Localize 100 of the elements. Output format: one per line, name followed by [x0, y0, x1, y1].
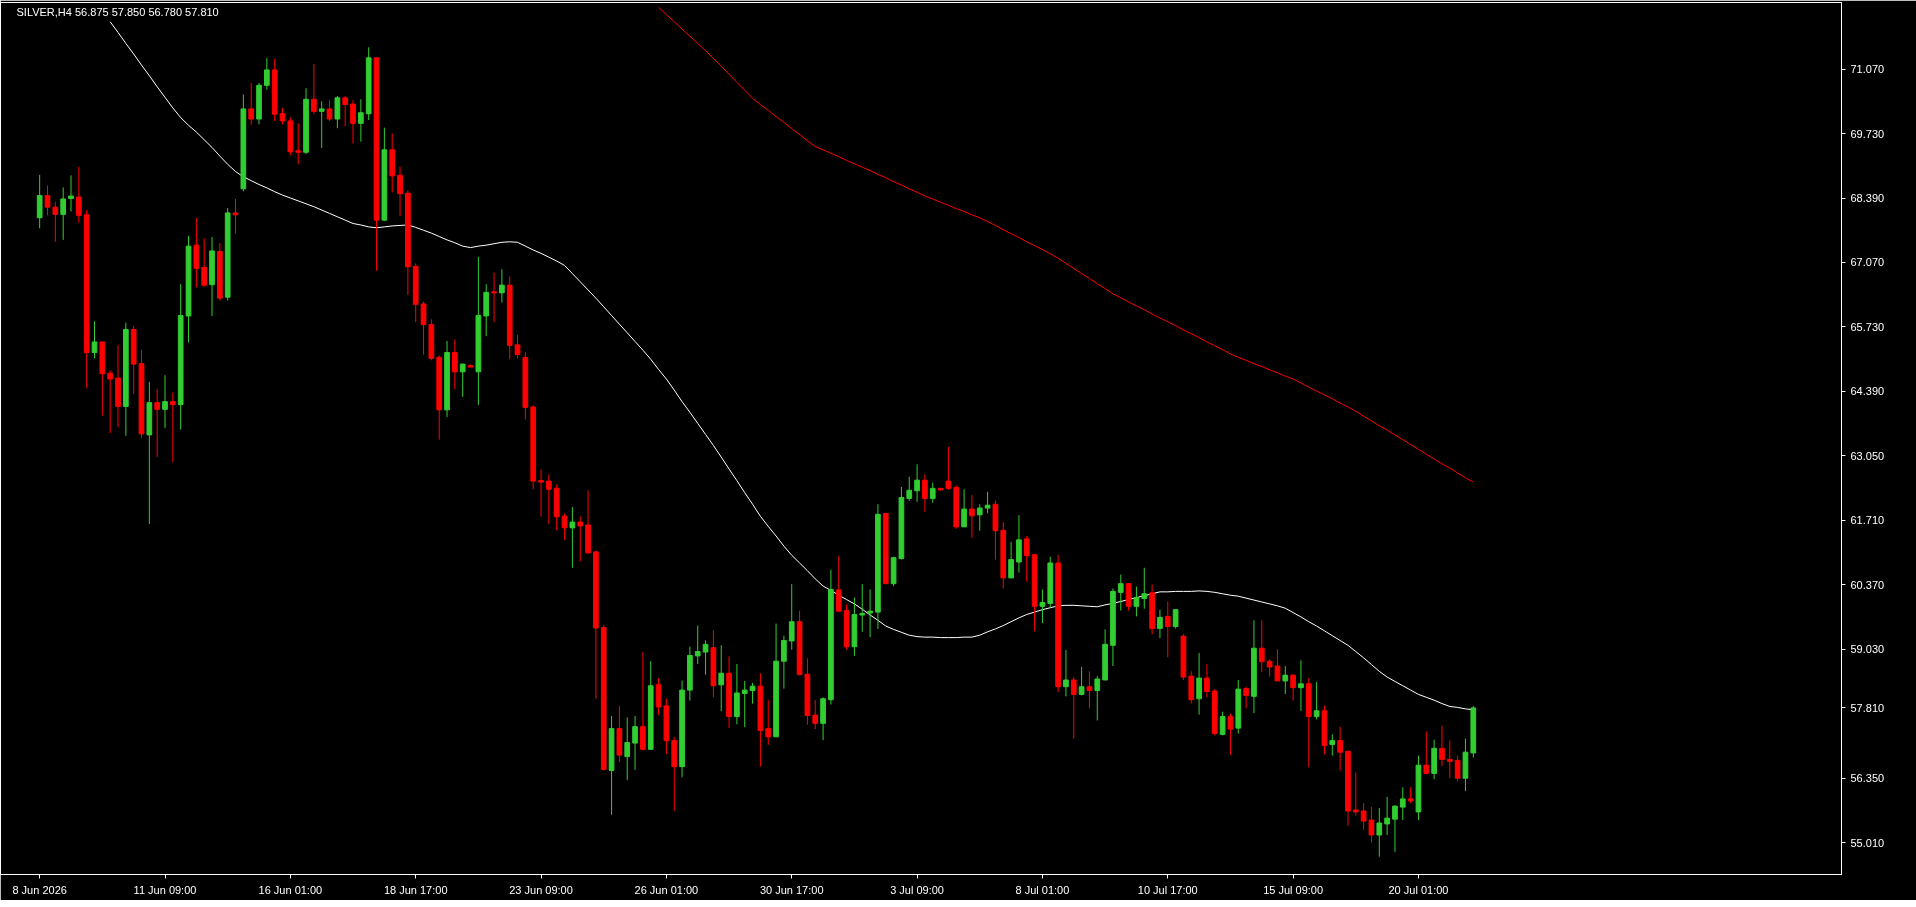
candlestick — [60, 186, 67, 241]
candlestick — [264, 57, 270, 91]
candlestick — [788, 583, 795, 651]
candlestick — [1290, 673, 1296, 702]
candlestick — [1399, 786, 1406, 821]
y-tick-label: 61.710 — [1850, 514, 1885, 527]
candlestick — [945, 446, 952, 491]
candlestick — [781, 635, 787, 690]
chart-title: SILVER,H4 56.875 57.850 56.780 57.810 — [16, 5, 219, 18]
candlestick — [969, 494, 975, 539]
candlestick — [1094, 675, 1101, 721]
candlestick — [1313, 681, 1320, 720]
candlestick — [561, 512, 568, 541]
candlestick — [1454, 755, 1461, 782]
candlestick — [1196, 652, 1202, 716]
y-tick-label: 57.810 — [1850, 701, 1885, 714]
candlestick — [1063, 649, 1069, 697]
candlestick — [1117, 574, 1124, 612]
candlestick — [1376, 807, 1383, 858]
candlestick — [632, 715, 638, 771]
candlestick — [1282, 665, 1289, 695]
candlestick — [1352, 771, 1359, 817]
candlestick — [1439, 725, 1445, 767]
candlestick — [906, 476, 913, 502]
x-tick-label: 3 Jul 09:00 — [890, 883, 944, 896]
candlestick — [193, 217, 200, 289]
candlestick — [1188, 670, 1195, 705]
candlestick — [326, 99, 333, 122]
candlestick — [1337, 726, 1343, 771]
candlestick — [929, 482, 936, 504]
candlestick — [976, 503, 983, 532]
candlestick — [334, 95, 341, 129]
candlestick — [1204, 663, 1210, 698]
candlestick — [52, 201, 59, 243]
x-tick-label: 20 Jul 01:00 — [1388, 883, 1449, 896]
x-tick-label: 16 Jun 01:00 — [258, 883, 323, 896]
candlestick — [984, 491, 991, 514]
candlestick — [1078, 666, 1085, 696]
candlestick — [358, 98, 364, 143]
candlestick — [452, 339, 458, 390]
candlestick — [68, 174, 74, 212]
candlestick — [170, 392, 176, 463]
candlestick — [961, 488, 967, 528]
candlestick — [1039, 588, 1046, 624]
candlestick — [1086, 670, 1093, 709]
candlestick — [702, 639, 709, 676]
candlestick — [91, 320, 98, 359]
x-tick-label: 8 Jul 01:00 — [1015, 883, 1070, 896]
candlestick — [1384, 796, 1390, 836]
candlestick — [1172, 609, 1179, 629]
candlestick — [835, 555, 842, 613]
candlestick — [107, 369, 114, 434]
y-tick-label: 68.390 — [1850, 192, 1885, 205]
candlestick — [734, 663, 740, 725]
candlestick — [459, 363, 466, 398]
candlestick — [718, 644, 725, 712]
candlestick — [311, 63, 317, 115]
x-tick-label: 8 Jun 2026 — [12, 883, 67, 896]
candlestick — [342, 95, 349, 127]
y-tick-label: 55.010 — [1850, 836, 1885, 849]
candlestick — [741, 680, 748, 728]
candlestick — [538, 469, 544, 518]
candlestick — [867, 588, 873, 638]
candlestick — [75, 166, 82, 224]
y-tick-label: 65.730 — [1850, 320, 1885, 333]
candlestick — [154, 388, 161, 458]
candlestick — [1258, 619, 1265, 673]
y-tick-label: 69.730 — [1850, 127, 1885, 140]
x-tick-label: 15 Jul 09:00 — [1263, 883, 1324, 896]
x-tick-label: 23 Jun 09:00 — [509, 883, 573, 896]
candlestick — [1125, 583, 1132, 612]
candlestick — [397, 166, 403, 217]
candlestick — [499, 268, 505, 303]
candlestick — [914, 463, 920, 503]
candlestick — [483, 283, 490, 337]
candlestick — [44, 184, 51, 216]
candlestick — [232, 198, 239, 235]
candlestick — [295, 122, 302, 165]
y-tick-label: 56.350 — [1850, 772, 1885, 785]
candlestick — [1243, 686, 1249, 709]
candlestick — [1329, 733, 1336, 757]
candlestick — [1070, 676, 1077, 740]
y-tick-label: 67.070 — [1850, 256, 1885, 269]
candlestick — [1227, 713, 1234, 756]
candlestick — [569, 506, 576, 569]
x-tick-label: 11 Jun 09:00 — [133, 883, 197, 896]
candlestick — [1133, 586, 1140, 617]
candlestick — [546, 473, 552, 525]
x-tick-label: 30 Jun 17:00 — [759, 883, 824, 896]
candlestick — [1298, 659, 1304, 712]
candlestick — [859, 583, 866, 633]
candlestick — [577, 515, 584, 563]
candlestick — [1016, 514, 1022, 574]
candlestick — [922, 473, 928, 513]
candlestick — [1423, 730, 1430, 775]
candlestick — [765, 699, 772, 746]
y-tick-label: 60.370 — [1850, 578, 1885, 591]
candlestick — [749, 682, 756, 705]
candlestick — [640, 651, 646, 751]
line-series — [658, 6, 1474, 483]
